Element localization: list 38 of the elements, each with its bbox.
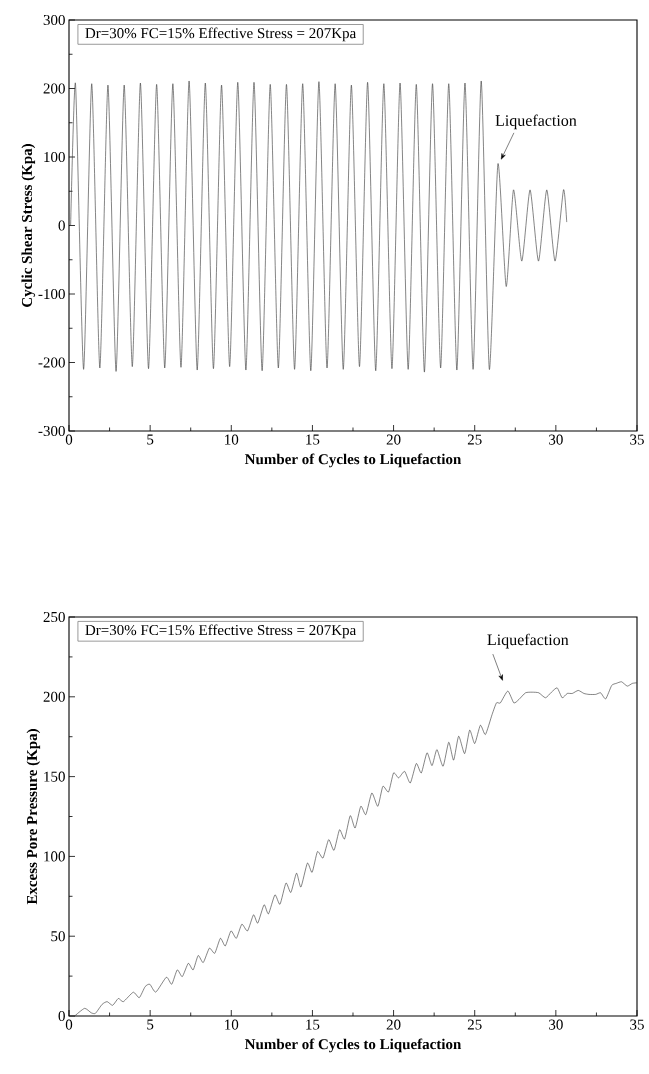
annotation: Dr=30% FC=15% Effective Stress = 207Kpa: [85, 624, 357, 639]
y-tick-label: -100: [38, 288, 65, 300]
x-tick-label: 30: [549, 1019, 563, 1030]
x-tick-label: 25: [467, 434, 482, 445]
x-tick-label: 20: [386, 434, 401, 445]
x-tick-label: 35: [630, 1019, 644, 1030]
y-tick-label: 200: [43, 691, 65, 702]
y-tick-label: -300: [38, 425, 65, 437]
x-tick-label: 0: [65, 434, 73, 445]
x-tick-label: 30: [549, 434, 563, 445]
x-axis-title: Number of Cycles to Liquefaction: [244, 1038, 462, 1053]
x-tick-label: 10: [225, 434, 239, 445]
y-tick-label: 200: [43, 83, 65, 94]
y-tick-label: 50: [51, 931, 65, 942]
x-tick-label: 25: [467, 1019, 482, 1030]
x-tick-label: 20: [386, 1019, 401, 1030]
x-axis-title: Number of Cycles to Liquefaction: [244, 453, 462, 468]
annotation: Liquefaction: [495, 114, 577, 130]
y-tick-label: 100: [44, 851, 65, 862]
x-tick-label: 10: [225, 1019, 239, 1030]
y-tick-label: 300: [43, 14, 65, 26]
y-tick-label: 100: [44, 151, 65, 163]
x-tick-label: 0: [65, 1019, 73, 1030]
y-axis-title: Excess Pore Pressure (Kpa): [26, 729, 41, 905]
y-tick-label: -200: [38, 357, 65, 368]
line-series: [74, 681, 638, 1017]
y-axis-title: Cyclic Shear Stress (Kpa): [21, 144, 36, 307]
y-tick-label: 0: [58, 220, 65, 231]
x-tick-label: 5: [147, 434, 154, 445]
annotation: Liquefaction: [487, 633, 569, 649]
y-tick-label: 150: [44, 771, 65, 782]
x-tick-label: 5: [147, 1019, 154, 1030]
annotation: Dr=30% FC=15% Effective Stress = 207Kpa: [85, 27, 357, 42]
x-tick-label: 15: [306, 434, 320, 445]
y-tick-label: 250: [43, 611, 65, 623]
x-tick-label: 35: [630, 434, 644, 445]
y-tick-label: 0: [58, 1010, 65, 1022]
x-tick-label: 15: [306, 1019, 320, 1030]
